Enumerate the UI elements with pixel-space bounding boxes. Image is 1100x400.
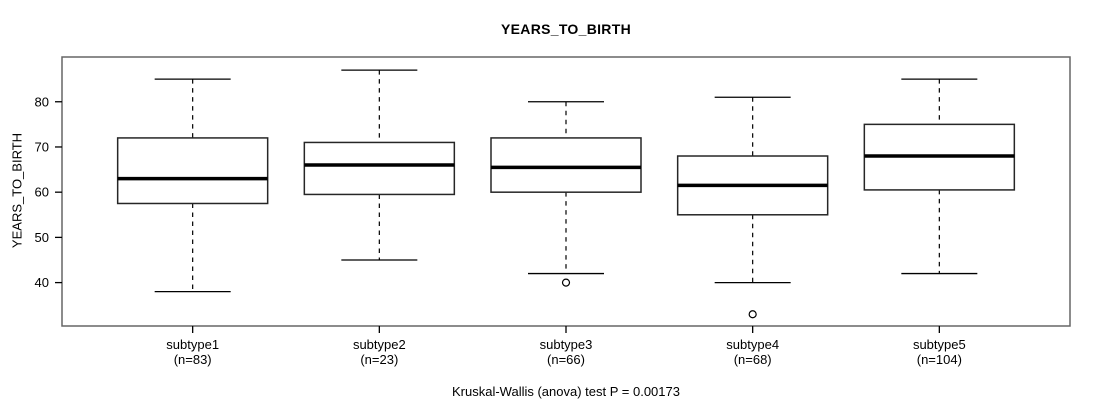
x-label-subtype4: subtype4 (726, 337, 779, 352)
box-subtype2 (303, 141, 456, 196)
kruskal-wallis-annotation: Kruskal-Wallis (anova) test P = 0.00173 (452, 384, 680, 399)
y-tick-label-80: 80 (35, 94, 49, 109)
x-sublabel-subtype2: (n=23) (360, 352, 398, 367)
x-label-subtype2: subtype2 (353, 337, 406, 352)
chart-title: YEARS_TO_BIRTH (501, 21, 631, 37)
x-sublabel-subtype3: (n=66) (547, 352, 585, 367)
box-subtype1 (116, 137, 269, 205)
x-sublabel-subtype5: (n=104) (917, 352, 962, 367)
y-tick-label-60: 60 (35, 185, 49, 200)
box-subtype3 (490, 137, 642, 193)
outlier-subtype4-0 (748, 310, 757, 319)
x-label-subtype1: subtype1 (166, 337, 219, 352)
y-tick-label-50: 50 (35, 230, 49, 245)
outlier-subtype3-0 (561, 278, 571, 287)
x-label-subtype3: subtype3 (540, 337, 593, 352)
y-tick-label-70: 70 (35, 139, 49, 154)
x-sublabel-subtype4: (n=68) (734, 352, 772, 367)
y-tick-label-40: 40 (35, 275, 49, 290)
x-label-subtype5: subtype5 (913, 337, 966, 352)
x-sublabel-subtype1: (n=83) (174, 352, 212, 367)
